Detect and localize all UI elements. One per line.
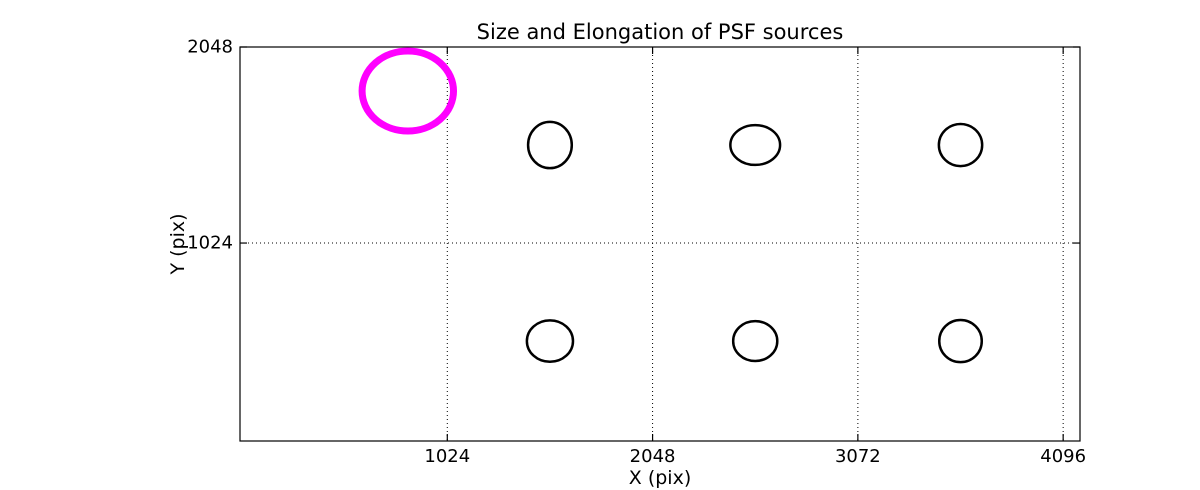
psf-ellipse — [526, 120, 574, 170]
psf-ellipse — [525, 319, 575, 363]
x-tick-label-3072: 3072 — [834, 446, 881, 467]
y-tick-label-1024: 1024 — [187, 232, 233, 254]
x-tick-label-1024: 1024 — [424, 446, 471, 467]
x-axis-label: X (pix) — [628, 467, 692, 489]
x-tick-label-2048: 2048 — [629, 446, 676, 467]
outlier-psf-ellipse — [358, 47, 458, 135]
y-tick-label-2048: 2048 — [187, 36, 233, 58]
psf-ellipse — [731, 319, 779, 363]
y-axis-label: Y (pix) — [167, 213, 189, 275]
psf-ellipse — [937, 122, 984, 168]
axes-spines — [239, 46, 1081, 442]
x-tick-label-4096: 4096 — [1040, 446, 1087, 467]
psf-ellipse — [729, 123, 782, 167]
psf-ellipse — [938, 318, 984, 364]
chart-title: Size and Elongation of PSF sources — [476, 20, 844, 44]
